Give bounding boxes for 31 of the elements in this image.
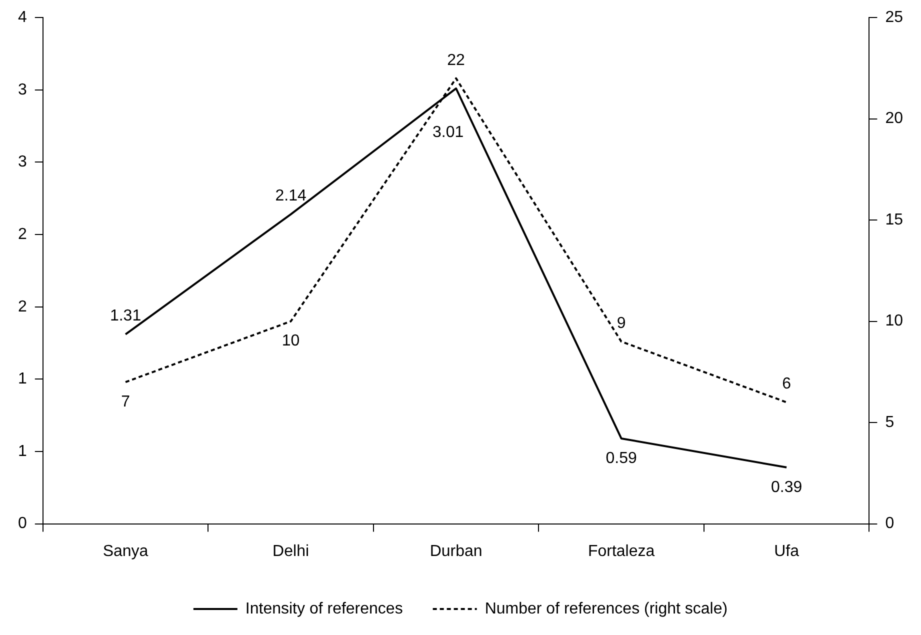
data-label: 6 [782,376,792,393]
legend-label: Number of references (right scale) [484,600,728,618]
y2-tick-label: 20 [885,110,904,128]
y-tick-label: 2 [18,226,27,243]
y-tick-label: 1 [18,370,27,388]
data-label: 7 [121,393,130,410]
data-label: 22 [447,52,466,69]
y2-tick-label: 15 [885,211,904,228]
y-tick-label: 3 [18,154,27,171]
x-tick-label: Delhi [272,542,310,560]
y2-tick-label: 5 [885,414,894,431]
y-tick-label: 0 [18,515,27,532]
y2-tick-label: 0 [885,515,894,532]
y-tick-label: 2 [18,298,27,316]
y-tick-label: 1 [18,442,27,460]
data-label: 0.59 [606,450,637,467]
data-label: 1.31 [110,308,142,325]
data-label: 0.39 [771,478,802,496]
x-tick-label: Ufa [774,542,800,560]
y2-tick-label: 10 [885,312,904,330]
data-label: 3.01 [432,124,464,141]
y-tick-label: 4 [18,9,27,26]
x-tick-label: Sanya [102,542,148,560]
x-tick-label: Durban [430,542,482,560]
data-label: 9 [616,314,626,332]
y2-tick-label: 25 [885,9,904,26]
data-label: 10 [282,332,300,350]
legend-label: Intensity of references [245,600,403,618]
y-tick-label: 3 [18,81,27,98]
x-tick-label: Fortaleza [588,542,655,560]
data-label: 2.14 [275,188,306,205]
